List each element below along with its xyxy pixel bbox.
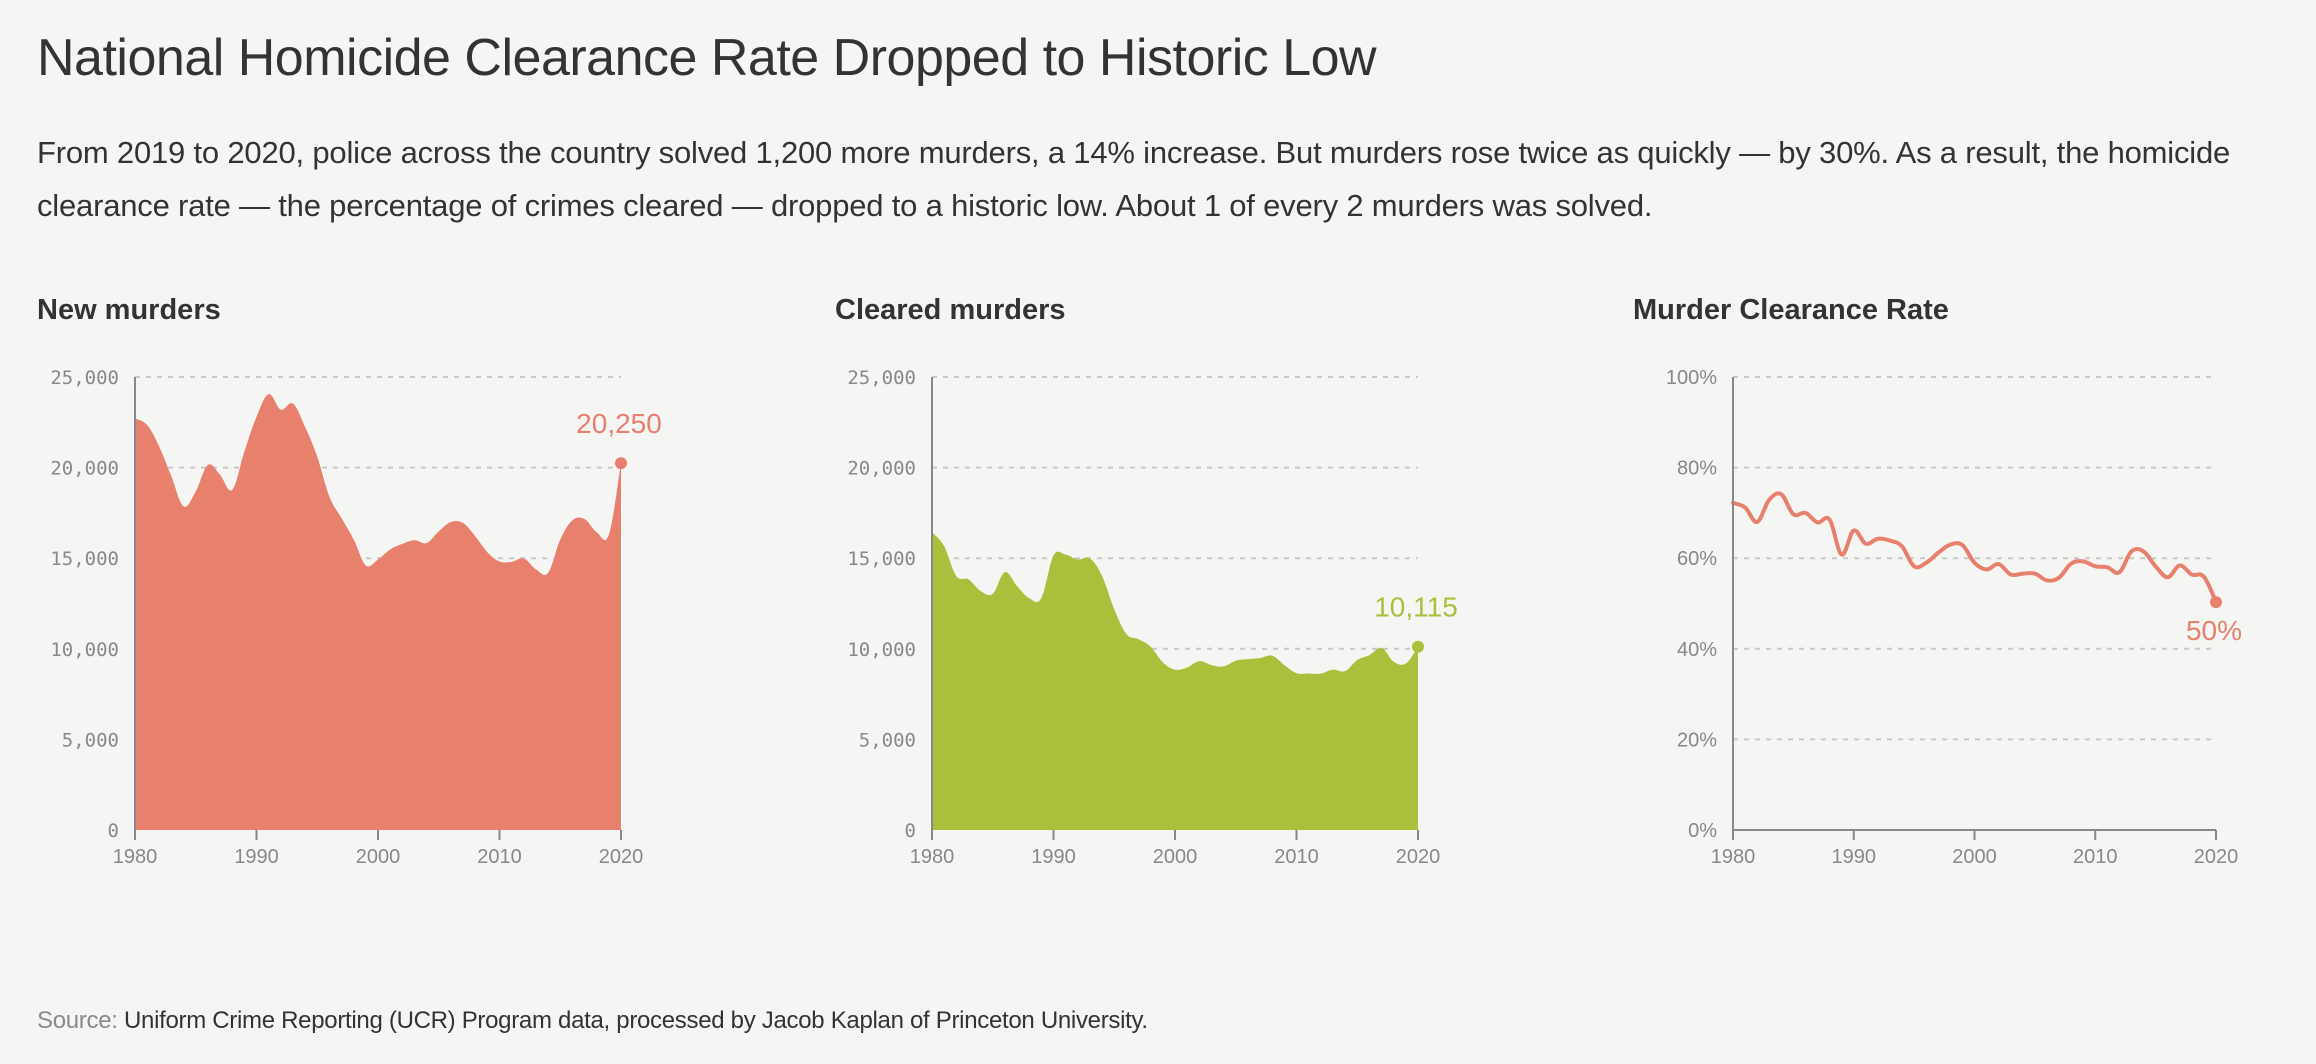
y-tick-label: 10,000	[50, 639, 119, 661]
source-note: Source: Uniform Crime Reporting (UCR) Pr…	[37, 1007, 1148, 1035]
x-tick-label: 2020	[599, 846, 644, 868]
x-tick-label: 1980	[113, 846, 158, 868]
y-tick-label: 25,000	[50, 367, 119, 389]
y-tick-label: 15,000	[50, 548, 119, 570]
y-tick-label: 0	[108, 820, 119, 842]
endpoint-value-label: 20,250	[576, 408, 662, 439]
area-series	[135, 394, 621, 830]
x-tick-label: 1990	[234, 846, 279, 868]
chart-title-cleared-murders: Cleared murders	[835, 294, 1066, 326]
endpoint-marker	[615, 457, 627, 470]
source-text: Uniform Crime Reporting (UCR) Program da…	[124, 1007, 1148, 1034]
x-tick-label: 2010	[477, 846, 522, 868]
x-tick-label: 2000	[356, 846, 401, 868]
y-tick-label: 20,000	[50, 458, 119, 480]
chart-title-clearance-rate: Murder Clearance Rate	[1633, 294, 1949, 326]
y-tick-label: 5,000	[62, 729, 119, 751]
headline: National Homicide Clearance Rate Dropped…	[37, 29, 1377, 87]
chart-title-new-murders: New murders	[37, 294, 221, 326]
dek-paragraph: From 2019 to 2020, police across the cou…	[37, 135, 2231, 223]
source-label: Source:	[37, 1007, 118, 1034]
